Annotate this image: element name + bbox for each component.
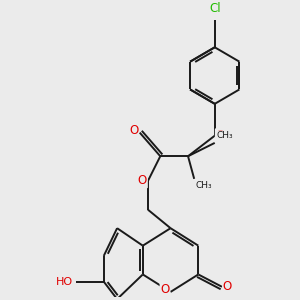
Text: CH₃: CH₃ [216,131,233,140]
Text: CH₃: CH₃ [196,181,212,190]
Text: Cl: Cl [209,2,220,15]
Text: O: O [216,129,225,142]
Text: O: O [129,124,138,136]
Text: O: O [160,283,169,296]
Text: O: O [223,280,232,293]
Text: O: O [138,174,147,188]
Text: HO: HO [56,277,73,286]
